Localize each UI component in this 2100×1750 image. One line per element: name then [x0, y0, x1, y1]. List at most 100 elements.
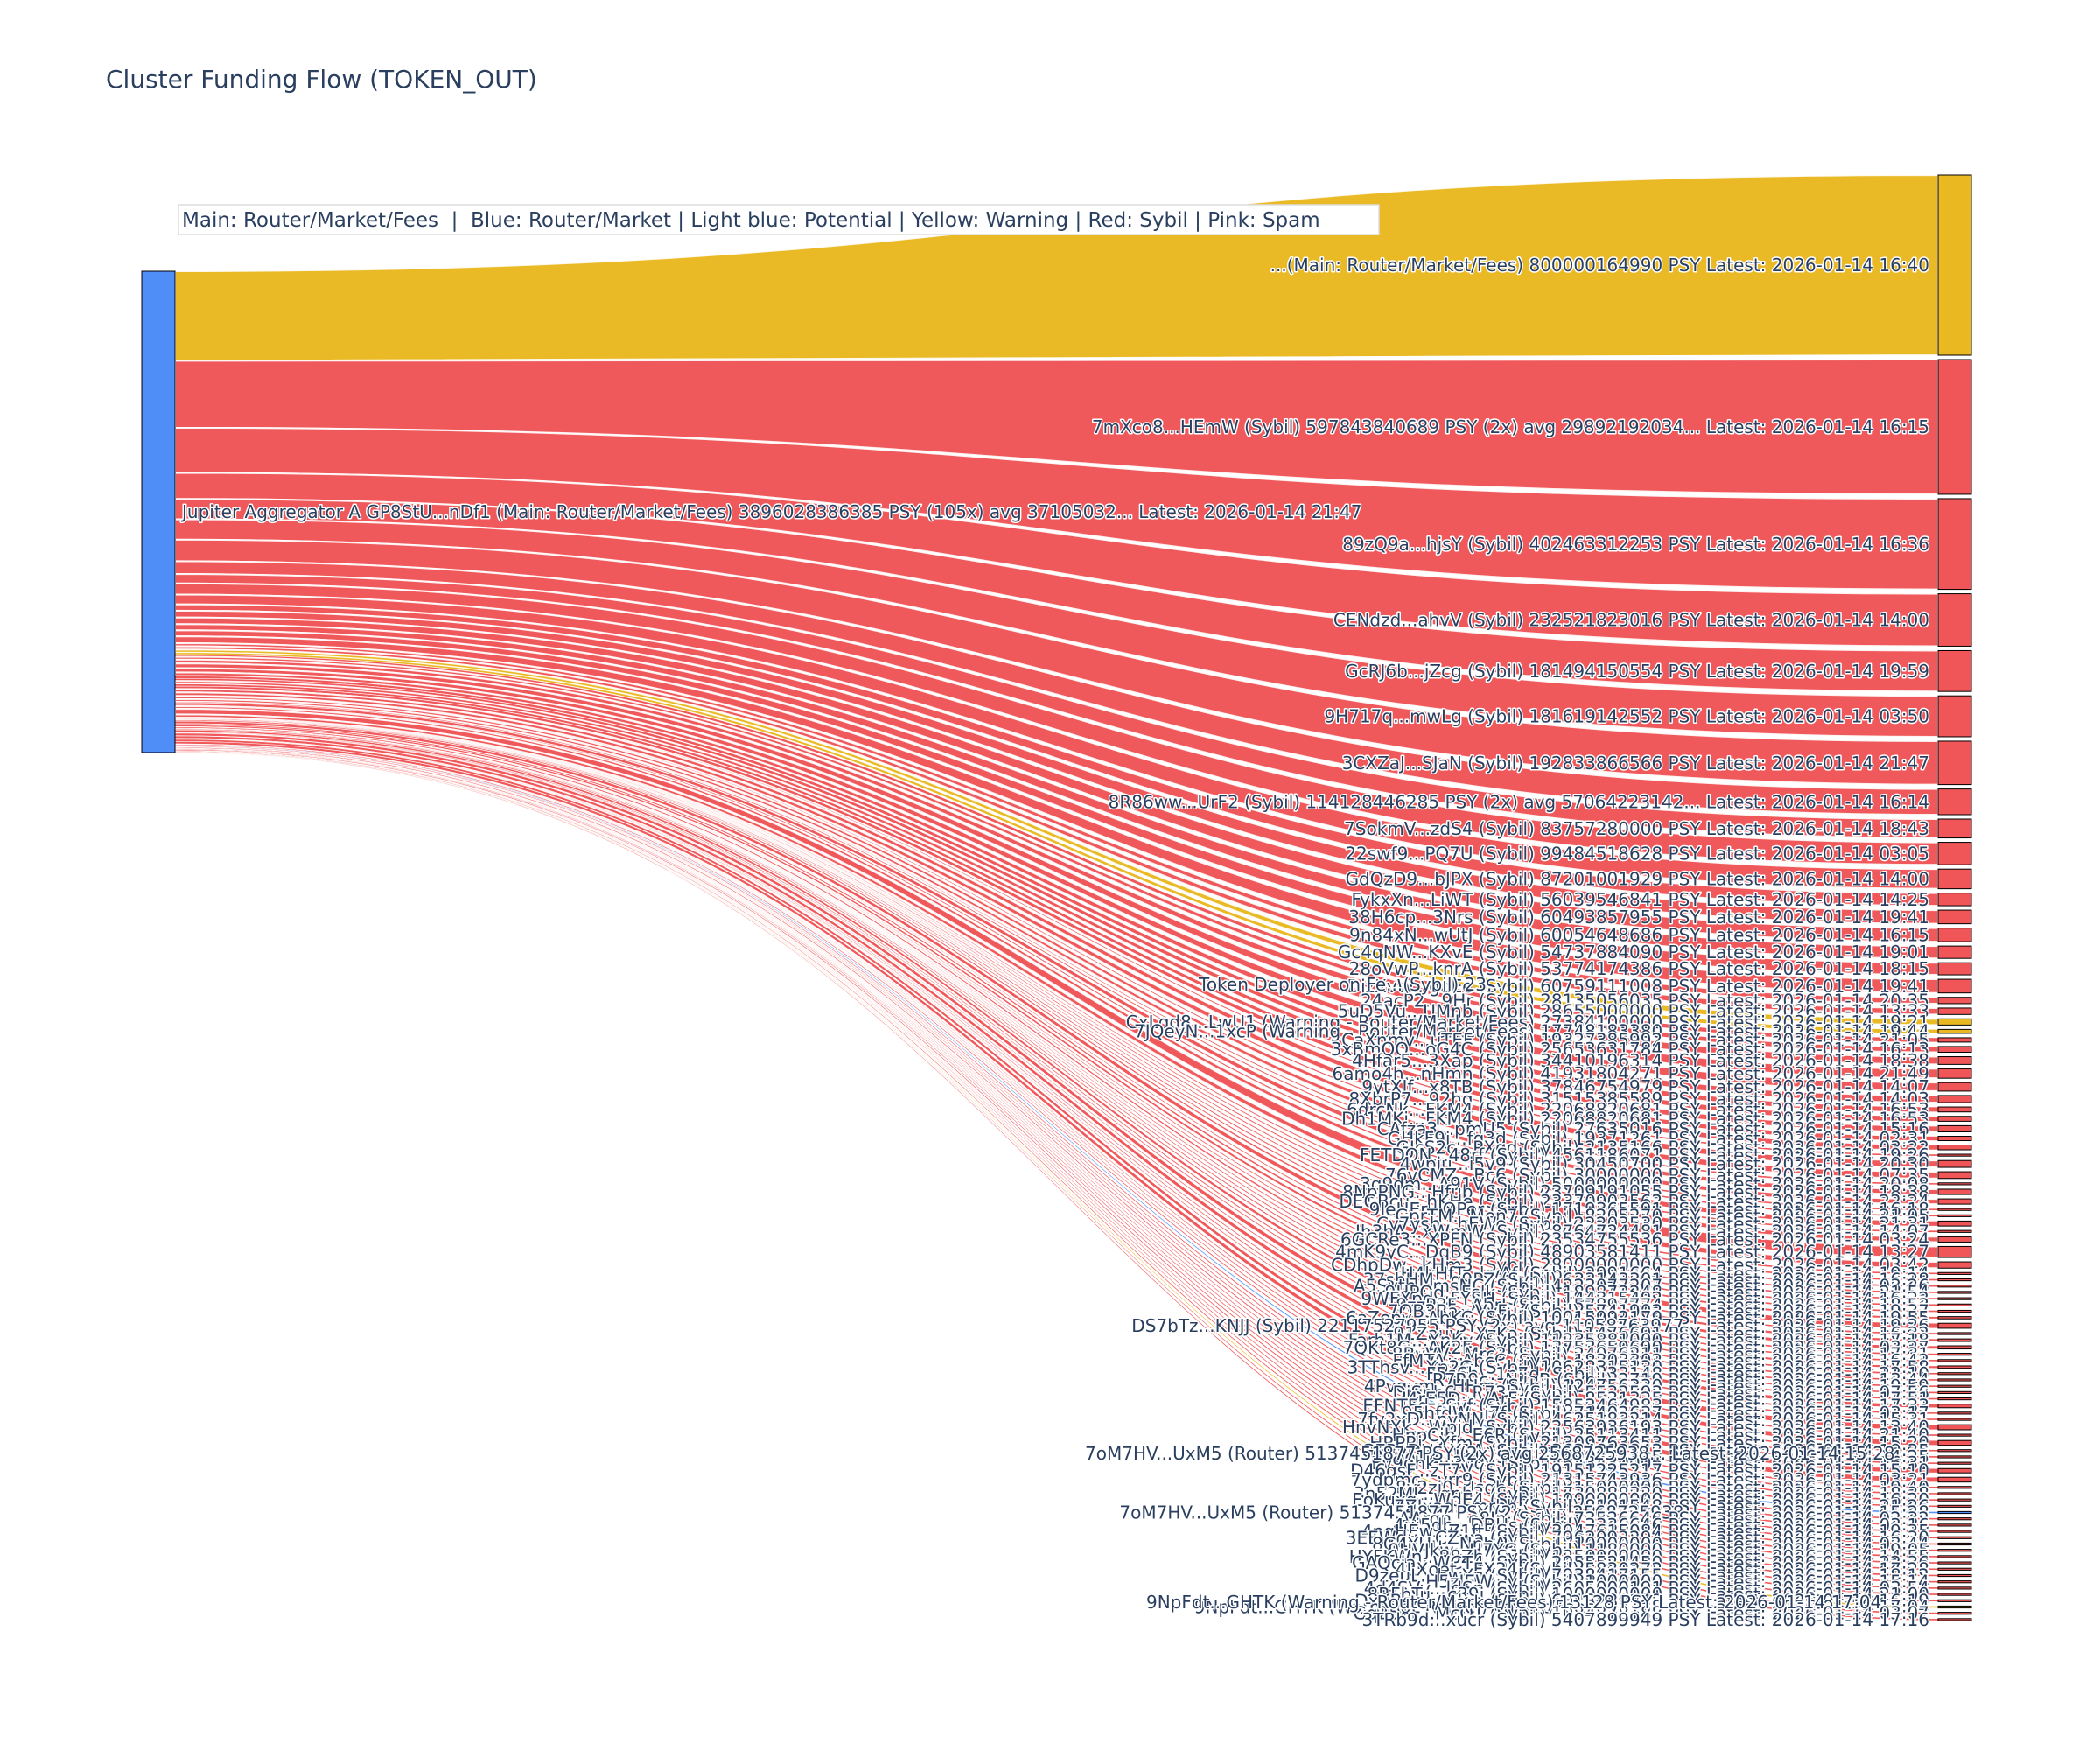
target-node-3[interactable]: [1938, 499, 1971, 590]
target-node-75[interactable]: [1938, 1468, 1971, 1473]
target-node-84[interactable]: [1938, 1530, 1971, 1532]
target-node-72[interactable]: [1938, 1450, 1971, 1452]
target-node-60[interactable]: [1938, 1366, 1971, 1368]
target-node-78[interactable]: [1938, 1493, 1971, 1494]
target-node-97[interactable]: [1938, 1613, 1971, 1614]
target-node-22[interactable]: [1938, 1038, 1971, 1042]
target-node-23[interactable]: [1938, 1046, 1971, 1053]
target-node-63[interactable]: [1938, 1385, 1971, 1387]
target-node-69[interactable]: [1938, 1424, 1971, 1430]
target-node-40[interactable]: [1938, 1214, 1971, 1216]
target-node-6[interactable]: [1938, 696, 1971, 737]
target-node-46[interactable]: [1938, 1272, 1971, 1274]
target-node-29[interactable]: [1938, 1116, 1971, 1122]
target-node-91[interactable]: [1938, 1574, 1971, 1576]
target-node-24[interactable]: [1938, 1057, 1971, 1065]
target-node-96[interactable]: [1938, 1606, 1971, 1607]
target-node-76[interactable]: [1938, 1477, 1971, 1481]
target-node-25[interactable]: [1938, 1068, 1971, 1078]
target-node-18[interactable]: [1938, 998, 1971, 1004]
target-node-67[interactable]: [1938, 1412, 1971, 1414]
target-node-87[interactable]: [1938, 1550, 1971, 1551]
target-node-66[interactable]: [1938, 1404, 1971, 1408]
target-node-33[interactable]: [1938, 1154, 1971, 1156]
target-node-35[interactable]: [1938, 1172, 1971, 1179]
target-node-10[interactable]: [1938, 843, 1971, 865]
target-node-21[interactable]: [1938, 1029, 1971, 1033]
target-node-62[interactable]: [1938, 1379, 1971, 1381]
target-node-82[interactable]: [1938, 1518, 1971, 1520]
target-node-12[interactable]: [1938, 893, 1971, 906]
target-node-48[interactable]: [1938, 1285, 1971, 1287]
target-node-47[interactable]: [1938, 1278, 1971, 1280]
target-node-94[interactable]: [1938, 1593, 1971, 1595]
target-node-57[interactable]: [1938, 1346, 1971, 1349]
target-node-13[interactable]: [1938, 910, 1971, 924]
target-node-68[interactable]: [1938, 1418, 1971, 1420]
target-node-86[interactable]: [1938, 1543, 1971, 1544]
target-node-5[interactable]: [1938, 650, 1971, 691]
target-node-89[interactable]: [1938, 1562, 1971, 1564]
target-node-71[interactable]: [1938, 1440, 1971, 1445]
target-node-14[interactable]: [1938, 928, 1971, 942]
target-node-37[interactable]: [1938, 1189, 1971, 1194]
target-node-56[interactable]: [1938, 1339, 1971, 1341]
target-node-52[interactable]: [1938, 1310, 1971, 1312]
target-node-17[interactable]: [1938, 979, 1971, 993]
target-node-93[interactable]: [1938, 1587, 1971, 1589]
target-node-70[interactable]: [1938, 1434, 1971, 1436]
target-node-19[interactable]: [1938, 1008, 1971, 1014]
target-node-81[interactable]: [1938, 1511, 1971, 1513]
target-node-83[interactable]: [1938, 1524, 1971, 1526]
target-node-1[interactable]: [1938, 175, 1971, 355]
target-node-27[interactable]: [1938, 1096, 1971, 1102]
target-node-45[interactable]: [1938, 1262, 1971, 1268]
target-node-53[interactable]: [1938, 1317, 1971, 1320]
target-node-88[interactable]: [1938, 1556, 1971, 1558]
target-node-43[interactable]: [1938, 1236, 1971, 1242]
target-node-58[interactable]: [1938, 1354, 1971, 1355]
target-node-74[interactable]: [1938, 1462, 1971, 1464]
target-node-31[interactable]: [1938, 1137, 1971, 1141]
target-node-98[interactable]: [1938, 1619, 1971, 1620]
target-node-49[interactable]: [1938, 1292, 1971, 1293]
target-node-16[interactable]: [1938, 962, 1971, 975]
target-node-80[interactable]: [1938, 1505, 1971, 1507]
target-node-38[interactable]: [1938, 1199, 1971, 1204]
source-node[interactable]: [142, 271, 175, 752]
target-node-59[interactable]: [1938, 1360, 1971, 1362]
target-node-2[interactable]: [1938, 360, 1971, 494]
target-node-41[interactable]: [1938, 1221, 1971, 1226]
target-node-54[interactable]: [1938, 1323, 1971, 1328]
target-node-9[interactable]: [1938, 819, 1971, 838]
target-node-30[interactable]: [1938, 1125, 1971, 1131]
target-label-1: ...(Main: Router/Market/Fees) 8000001649…: [1270, 255, 1929, 276]
target-node-73[interactable]: [1938, 1456, 1971, 1458]
target-node-20[interactable]: [1938, 1018, 1971, 1025]
target-node-85[interactable]: [1938, 1536, 1971, 1538]
target-node-34[interactable]: [1938, 1160, 1971, 1167]
target-node-65[interactable]: [1938, 1397, 1971, 1399]
target-node-36[interactable]: [1938, 1183, 1971, 1185]
target-node-90[interactable]: [1938, 1568, 1971, 1570]
target-node-77[interactable]: [1938, 1487, 1971, 1488]
target-node-8[interactable]: [1938, 789, 1971, 815]
target-node-7[interactable]: [1938, 741, 1971, 785]
target-node-39[interactable]: [1938, 1208, 1971, 1210]
target-node-79[interactable]: [1938, 1499, 1971, 1501]
target-node-44[interactable]: [1938, 1246, 1971, 1257]
target-node-50[interactable]: [1938, 1298, 1971, 1299]
target-node-32[interactable]: [1938, 1145, 1971, 1150]
target-node-15[interactable]: [1938, 946, 1971, 958]
target-node-95[interactable]: [1938, 1600, 1971, 1601]
target-node-64[interactable]: [1938, 1391, 1971, 1393]
target-node-51[interactable]: [1938, 1304, 1971, 1306]
target-node-92[interactable]: [1938, 1581, 1971, 1583]
target-node-28[interactable]: [1938, 1107, 1971, 1112]
target-node-26[interactable]: [1938, 1082, 1971, 1091]
target-node-42[interactable]: [1938, 1230, 1971, 1232]
target-node-61[interactable]: [1938, 1373, 1971, 1375]
target-node-55[interactable]: [1938, 1333, 1971, 1334]
target-node-4[interactable]: [1938, 594, 1971, 647]
target-node-11[interactable]: [1938, 869, 1971, 888]
